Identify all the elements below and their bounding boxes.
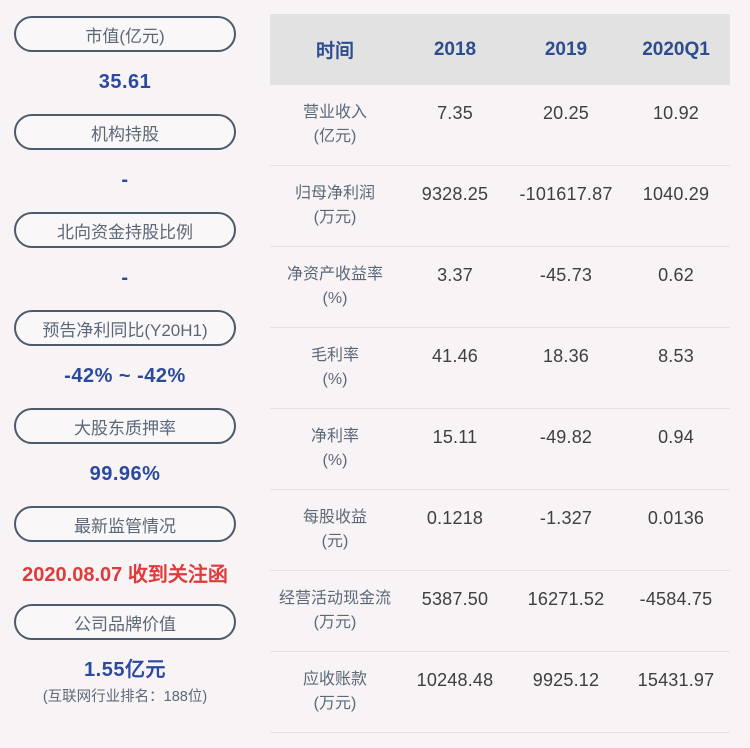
metric-value-institutional-holding: - [121, 168, 129, 191]
table-row-operating-cash-flow: 经营活动现金流 (万元) 5387.50 16271.52 -4584.75 [270, 571, 730, 652]
table-header-2019: 2019 [544, 38, 588, 60]
table-row-accounts-receivable: 应收账款 (万元) 10248.48 9925.12 15431.97 [270, 652, 730, 733]
metric-label: 市值(亿元) [85, 26, 165, 46]
cell-value: 41.46 [431, 346, 479, 366]
row-unit: (万元) [313, 614, 357, 631]
cell-value: 1040.29 [642, 184, 710, 204]
metric-pill-brand-value[interactable]: 公司品牌价值 [14, 604, 236, 640]
row-label: 净资产收益率 [286, 266, 383, 283]
table-row-net-profit: 归母净利润 (万元) 9328.25 -101617.87 1040.29 [270, 166, 730, 247]
row-unit: (万元) [313, 695, 357, 712]
metric-value-profit-forecast: -42% ~ -42% [64, 364, 186, 387]
cell-value: -49.82 [539, 427, 593, 447]
cell-value: 0.1218 [426, 508, 484, 528]
metric-pill-profit-forecast[interactable]: 预告净利同比(Y20H1) [14, 310, 236, 346]
cell-value: -1.327 [539, 508, 593, 528]
metric-pill-pledge-ratio[interactable]: 大股东质押率 [14, 408, 236, 444]
metric-label: 预告净利同比(Y20H1) [42, 320, 208, 340]
metric-value-regulatory-status: 2020.08.07 收到关注函 [22, 563, 228, 586]
cell-value: 0.62 [658, 265, 694, 285]
financial-table: 时间 2018 2019 2020Q1 营业收入 (亿元) 7.35 20.25… [270, 14, 730, 733]
row-label: 经营活动现金流 [278, 590, 391, 607]
cell-value: 0.0136 [647, 508, 705, 528]
row-unit: (%) [322, 452, 348, 469]
table-header-time: 时间 [315, 41, 354, 62]
metric-card-pledge-ratio: 大股东质押率 99.96% [14, 408, 236, 506]
metric-card-regulatory-status: 最新监管情况 2020.08.07 收到关注函 [14, 506, 236, 604]
metric-value-brand-value: 1.55亿元 [84, 659, 166, 681]
cell-value: 10248.48 [416, 670, 494, 690]
row-unit: (%) [322, 371, 348, 388]
cell-value: 15.11 [432, 427, 478, 447]
metric-value-market-cap: 35.61 [98, 70, 152, 93]
cell-value: 18.36 [542, 346, 590, 366]
table-row-revenue: 营业收入 (亿元) 7.35 20.25 10.92 [270, 85, 730, 166]
metric-label: 大股东质押率 [74, 418, 176, 438]
row-unit: (%) [322, 290, 348, 307]
row-label: 营业收入 [302, 104, 367, 121]
metric-pill-market-cap[interactable]: 市值(亿元) [14, 16, 236, 52]
cell-value: 9328.25 [421, 184, 489, 204]
metrics-sidebar: 市值(亿元) 35.61 机构持股 - 北向资金持股比例 - 预告净利同比(Y2… [14, 16, 236, 706]
row-label: 每股收益 [302, 509, 367, 526]
cell-value: 10.92 [652, 103, 700, 123]
metric-pill-regulatory-status[interactable]: 最新监管情况 [14, 506, 236, 542]
metric-pill-northbound-holding[interactable]: 北向资金持股比例 [14, 212, 236, 248]
metric-card-institutional-holding: 机构持股 - [14, 114, 236, 212]
table-row-roe: 净资产收益率 (%) 3.37 -45.73 0.62 [270, 247, 730, 328]
metric-value-pledge-ratio: 99.96% [89, 462, 161, 485]
metric-card-market-cap: 市值(亿元) 35.61 [14, 16, 236, 114]
cell-value: -4584.75 [639, 589, 713, 609]
metric-value-northbound-holding: - [121, 266, 129, 289]
metric-label: 最新监管情况 [74, 516, 176, 536]
cell-value: 8.53 [658, 346, 694, 366]
cell-value: 9925.12 [532, 670, 600, 690]
metric-card-profit-forecast: 预告净利同比(Y20H1) -42% ~ -42% [14, 310, 236, 408]
metric-note-brand-rank: (互联网行业排名：188位) [42, 689, 208, 705]
cell-value: 0.94 [658, 427, 694, 447]
row-unit: (万元) [313, 209, 357, 226]
cell-value: 7.35 [437, 103, 473, 123]
metric-label: 北向资金持股比例 [57, 222, 193, 242]
table-header-row: 时间 2018 2019 2020Q1 [270, 14, 730, 85]
metric-card-brand-value: 公司品牌价值 1.55亿元 (互联网行业排名：188位) [14, 604, 236, 706]
table-row-eps: 每股收益 (元) 0.1218 -1.327 0.0136 [270, 490, 730, 571]
table-row-net-margin: 净利率 (%) 15.11 -49.82 0.94 [270, 409, 730, 490]
cell-value: 3.37 [437, 265, 473, 285]
cell-value: 5387.50 [421, 589, 489, 609]
row-label: 毛利率 [310, 347, 359, 364]
cell-value: 16271.52 [527, 589, 605, 609]
row-label: 归母净利润 [294, 185, 375, 202]
row-unit: (元) [321, 533, 349, 550]
table-row-gross-margin: 毛利率 (%) 41.46 18.36 8.53 [270, 328, 730, 409]
cell-value: -101617.87 [519, 184, 613, 204]
metric-label: 公司品牌价值 [74, 614, 176, 634]
cell-value: 15431.97 [637, 670, 715, 690]
metric-card-northbound-holding: 北向资金持股比例 - [14, 212, 236, 310]
row-unit: (亿元) [313, 128, 357, 145]
metric-pill-institutional-holding[interactable]: 机构持股 [14, 114, 236, 150]
table-header-2020q1: 2020Q1 [642, 38, 710, 60]
row-label: 净利率 [310, 428, 359, 445]
cell-value: -45.73 [539, 265, 593, 285]
row-label: 应收账款 [302, 671, 367, 688]
metric-label: 机构持股 [91, 124, 159, 144]
table-header-2018: 2018 [433, 38, 477, 60]
cell-value: 20.25 [542, 103, 590, 123]
